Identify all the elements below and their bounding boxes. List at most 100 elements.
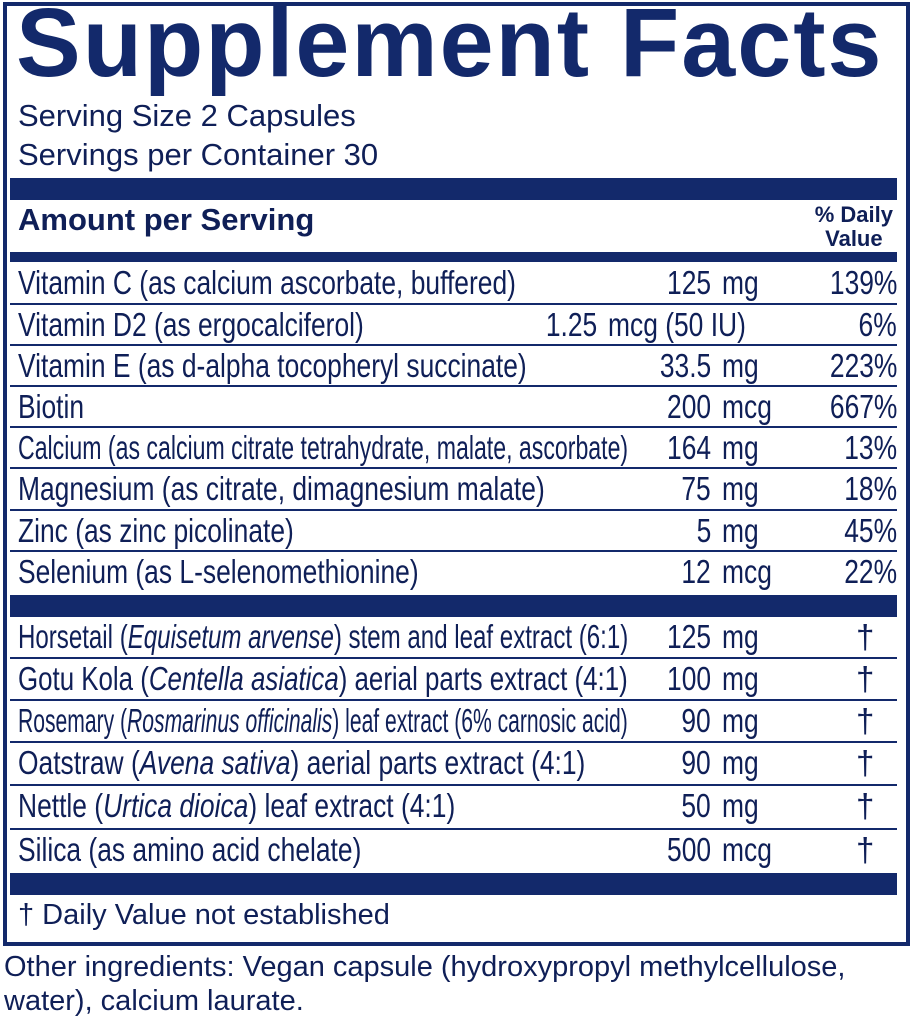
nutrient-unit: mg bbox=[722, 470, 759, 507]
nutrient-amount: 5 bbox=[696, 512, 711, 549]
botanical-amount: 90 bbox=[681, 702, 711, 739]
nutrient-row: Vitamin C (as calcium ascorbate, buffere… bbox=[10, 263, 897, 303]
nutrient-name: Vitamin E (as d-alpha tocopheryl succina… bbox=[18, 347, 527, 384]
botanical-amount: 90 bbox=[681, 744, 711, 781]
daily-value-header: % Daily Value bbox=[815, 203, 893, 251]
dagger-mark: † bbox=[856, 660, 875, 697]
row-divider bbox=[10, 385, 897, 387]
botanical-name: Rosemary (Rosmarinus officinalis) leaf e… bbox=[18, 703, 628, 739]
nutrient-name: Zinc (as zinc picolinate) bbox=[18, 512, 294, 549]
nutrient-daily-value: 18% bbox=[844, 470, 897, 507]
row-divider bbox=[10, 426, 897, 428]
panel-title: Supplement Facts bbox=[16, 0, 884, 97]
botanical-name: Gotu Kola (Centella asiatica) aerial par… bbox=[18, 661, 628, 697]
botanical-unit: mcg bbox=[722, 831, 772, 868]
nutrient-amount: 33.5 bbox=[659, 347, 711, 384]
nutrient-row: Vitamin D2 (as ergocalciferol) 1.25 mcg (5… bbox=[10, 305, 897, 345]
botanical-row: Rosemary (Rosmarinus officinalis) leaf e… bbox=[10, 701, 897, 741]
divider-bar bbox=[10, 595, 897, 617]
nutrient-name: Selenium (as L-selenomethionine) bbox=[18, 553, 419, 590]
nutrient-daily-value: 45% bbox=[844, 512, 897, 549]
nutrient-unit: mg bbox=[722, 264, 759, 301]
serving-size: Serving Size 2 Capsules bbox=[18, 98, 356, 133]
botanical-name-prefix: Gotu Kola ( bbox=[18, 660, 149, 697]
nutrient-daily-value: 139% bbox=[829, 264, 897, 301]
botanical-latin-name: Centella asiatica bbox=[148, 660, 339, 697]
botanical-name: Oatstraw (Avena sativa) aerial parts ext… bbox=[18, 745, 585, 781]
nutrient-daily-value: 6% bbox=[858, 306, 897, 343]
botanical-name: Silica (as amino acid chelate) bbox=[18, 832, 361, 868]
botanical-name-suffix: ) stem and leaf extract (6:1) bbox=[333, 618, 629, 655]
botanical-amount: 125 bbox=[666, 618, 711, 655]
divider-bar bbox=[10, 178, 897, 200]
nutrient-unit: mcg bbox=[722, 388, 772, 425]
row-divider bbox=[10, 699, 897, 701]
botanical-amount: 100 bbox=[666, 660, 711, 697]
botanical-unit: mg bbox=[722, 787, 759, 824]
nutrient-amount: 125 bbox=[666, 264, 711, 301]
nutrient-amount: 12 bbox=[681, 553, 711, 590]
nutrient-name: Vitamin D2 (as ergocalciferol) bbox=[18, 306, 364, 343]
nutrient-daily-value: 223% bbox=[829, 347, 897, 384]
row-divider bbox=[10, 784, 897, 786]
nutrient-amount: 75 bbox=[681, 470, 711, 507]
botanical-unit: mg bbox=[722, 702, 759, 739]
nutrient-daily-value: 22% bbox=[844, 553, 897, 590]
nutrient-amount: 200 bbox=[666, 388, 711, 425]
row-divider bbox=[10, 550, 897, 552]
botanical-name-prefix: Rosemary ( bbox=[18, 702, 128, 739]
nutrient-row: Selenium (as L-selenomethionine) 12 mcg 22% bbox=[10, 552, 897, 592]
amount-per-serving-header: Amount per Serving bbox=[18, 202, 315, 237]
nutrient-daily-value: 13% bbox=[844, 429, 897, 466]
nutrient-amount: 164 bbox=[666, 429, 711, 466]
nutrient-name: Biotin bbox=[18, 388, 85, 425]
nutrient-row: Vitamin E (as d-alpha tocopheryl succina… bbox=[10, 346, 897, 386]
botanical-unit: mg bbox=[722, 744, 759, 781]
row-divider bbox=[10, 509, 897, 511]
divider-bar bbox=[10, 252, 897, 262]
dagger-mark: † bbox=[856, 744, 875, 781]
nutrient-unit: mcg bbox=[722, 553, 772, 590]
botanical-name-prefix: Horsetail ( bbox=[18, 618, 128, 655]
botanical-row: Horsetail (Equisetum arvense) stem and l… bbox=[10, 617, 897, 657]
botanical-name-prefix: Nettle ( bbox=[18, 787, 104, 824]
nutrient-unit: mcg (50 IU) bbox=[608, 306, 746, 343]
nutrient-unit: mg bbox=[722, 347, 759, 384]
botanical-row: Silica (as amino acid chelate) 500 mcg † bbox=[10, 830, 897, 870]
botanical-row: Gotu Kola (Centella asiatica) aerial par… bbox=[10, 659, 897, 699]
dv-header-line2: Value bbox=[825, 226, 883, 251]
botanical-latin-name: Urtica dioica bbox=[103, 787, 249, 824]
nutrient-name: Magnesium (as citrate, dimagnesium malat… bbox=[18, 470, 545, 507]
divider-bar bbox=[10, 873, 897, 895]
botanical-name-suffix: ) aerial parts extract (4:1) bbox=[290, 744, 586, 781]
botanical-row: Nettle (Urtica dioica) leaf extract (4:1… bbox=[10, 786, 897, 826]
nutrient-name: Vitamin C (as calcium ascorbate, buffere… bbox=[18, 264, 516, 301]
nutrient-amount: 1.25 bbox=[545, 306, 597, 343]
row-divider bbox=[10, 828, 897, 830]
other-ingredients: Other ingredients: Vegan capsule (hydrox… bbox=[4, 951, 846, 1017]
servings-per-container: Servings per Container 30 bbox=[18, 137, 379, 172]
dagger-mark: † bbox=[856, 831, 875, 868]
row-divider bbox=[10, 467, 897, 469]
botanical-name: Horsetail (Equisetum arvense) stem and l… bbox=[18, 619, 628, 655]
dagger-mark: † bbox=[856, 787, 875, 824]
botanical-name-suffix: ) aerial parts extract (4:1) bbox=[338, 660, 628, 697]
row-divider bbox=[10, 344, 897, 346]
dagger-mark: † bbox=[856, 702, 875, 739]
botanical-unit: mg bbox=[722, 660, 759, 697]
nutrient-unit: mg bbox=[722, 512, 759, 549]
botanical-amount: 500 bbox=[666, 831, 711, 868]
dagger-mark: † bbox=[856, 618, 875, 655]
botanical-latin-name: Avena sativa bbox=[139, 744, 291, 781]
nutrient-daily-value: 667% bbox=[829, 388, 897, 425]
botanical-amount: 50 bbox=[681, 787, 711, 824]
botanical-row: Oatstraw (Avena sativa) aerial parts ext… bbox=[10, 743, 897, 783]
botanical-name: Nettle (Urtica dioica) leaf extract (4:1… bbox=[18, 788, 455, 824]
nutrient-row: Calcium (as calcium citrate tetrahydrate… bbox=[10, 428, 897, 468]
nutrient-unit: mg bbox=[722, 429, 759, 466]
row-divider bbox=[10, 657, 897, 659]
footnote: † Daily Value not established bbox=[18, 899, 390, 931]
nutrient-row: Biotin 200 mcg 667% bbox=[10, 387, 897, 427]
supplement-facts-panel bbox=[3, 2, 910, 946]
botanical-unit: mg bbox=[722, 618, 759, 655]
